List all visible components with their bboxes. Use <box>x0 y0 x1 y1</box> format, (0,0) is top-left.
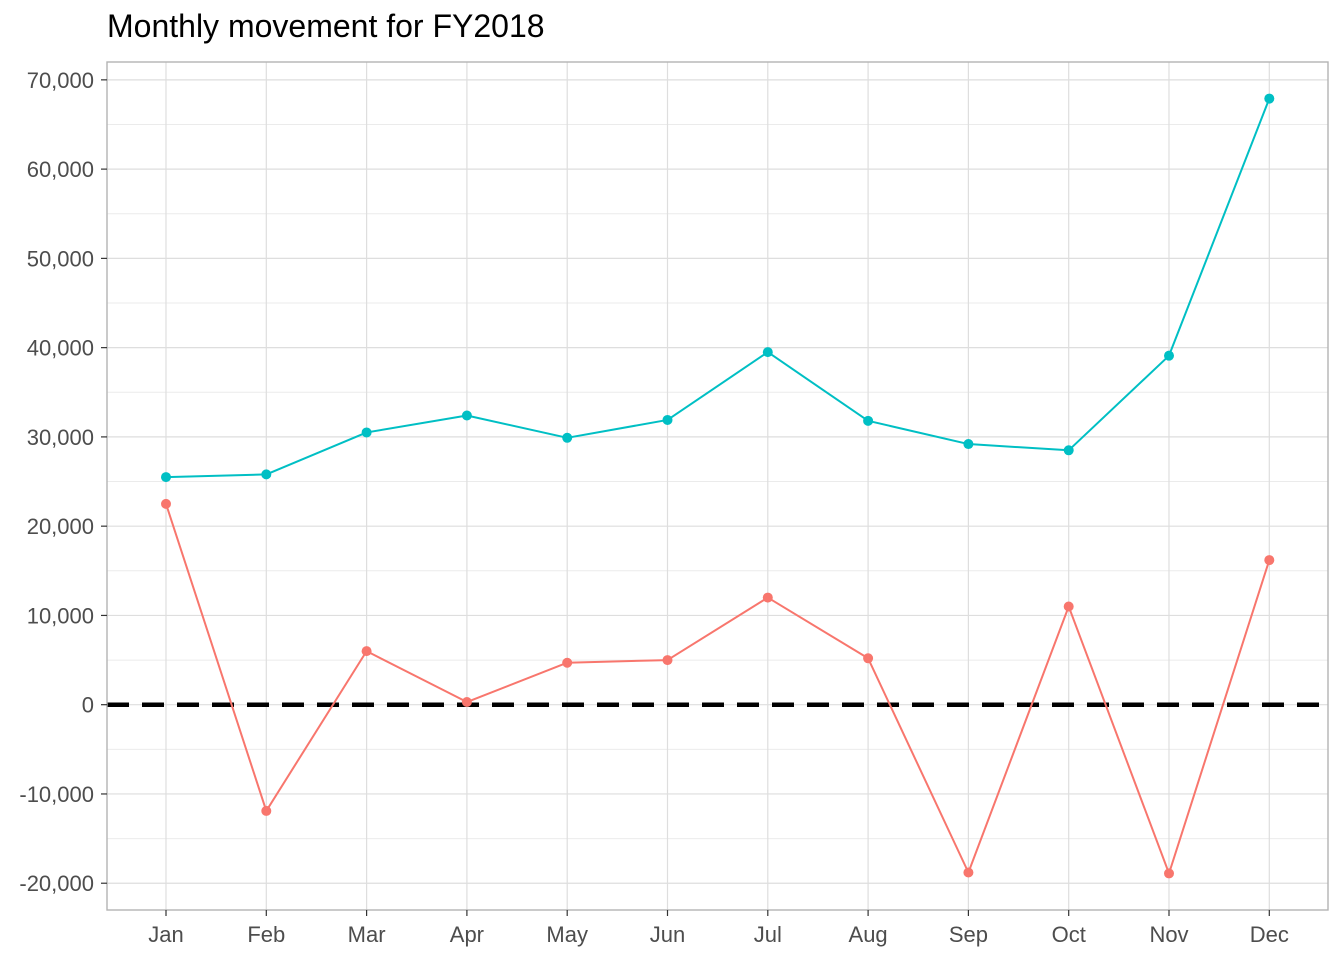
x-tick-label: Mar <box>348 922 386 947</box>
data-point <box>161 498 171 509</box>
x-tick-label: Aug <box>849 922 888 947</box>
data-point <box>562 657 573 668</box>
x-tick-label: Dec <box>1250 922 1289 947</box>
data-point <box>562 432 573 443</box>
data-point <box>863 415 874 426</box>
x-axis: Jan Feb Mar Apr May Jun Jul Aug Sep Oct Nov Dec <box>148 910 1289 947</box>
y-tick-label: 40,000 <box>27 336 94 361</box>
data-point <box>1164 868 1174 879</box>
data-point <box>963 439 974 450</box>
x-tick-label: Sep <box>949 922 988 947</box>
data-point <box>261 805 272 816</box>
x-tick-label: Jul <box>754 922 782 947</box>
chart-title: Monthly movement for FY2018 <box>107 8 545 44</box>
major-gridlines <box>107 62 1328 910</box>
data-point <box>1164 350 1174 361</box>
x-tick-label: Apr <box>450 922 484 947</box>
y-tick-label: 50,000 <box>27 246 94 271</box>
x-tick-label: Jan <box>148 922 183 947</box>
data-point <box>662 414 673 425</box>
x-tick-label: Jun <box>650 922 685 947</box>
data-point <box>762 592 773 603</box>
data-point <box>161 472 171 483</box>
data-point <box>1063 445 1074 456</box>
data-point <box>762 347 773 358</box>
data-point <box>1264 555 1275 566</box>
data-point <box>261 469 272 480</box>
series-2 <box>161 498 1275 879</box>
series-line <box>165 503 1271 875</box>
y-tick-label: 70,000 <box>27 68 94 93</box>
data-point <box>361 427 372 438</box>
series-line <box>165 98 1271 479</box>
data-point <box>461 410 472 421</box>
x-tick-label: Feb <box>247 922 285 947</box>
series-1 <box>161 93 1275 483</box>
data-point <box>461 697 472 708</box>
x-tick-label: Oct <box>1052 922 1086 947</box>
y-tick-label: 60,000 <box>27 157 94 182</box>
y-tick-label: 30,000 <box>27 425 94 450</box>
data-point <box>863 653 874 664</box>
y-axis: -20,000 -10,000 0 10,000 20,000 30,000 40,000 5… <box>19 68 107 896</box>
y-tick-label: -20,000 <box>19 871 94 896</box>
y-tick-label: 0 <box>82 693 94 718</box>
x-tick-label: Nov <box>1149 922 1188 947</box>
data-point <box>1264 93 1275 104</box>
data-point <box>963 867 974 878</box>
minor-gridlines <box>107 123 1328 840</box>
data-point <box>361 646 372 657</box>
data-point <box>1063 601 1074 612</box>
y-tick-label: -10,000 <box>19 782 94 807</box>
x-tick-label: May <box>546 922 588 947</box>
y-tick-label: 10,000 <box>27 603 94 628</box>
data-point <box>662 655 673 666</box>
y-tick-label: 20,000 <box>27 514 94 539</box>
series-layer <box>161 93 1275 879</box>
panel-border <box>106 61 1329 911</box>
